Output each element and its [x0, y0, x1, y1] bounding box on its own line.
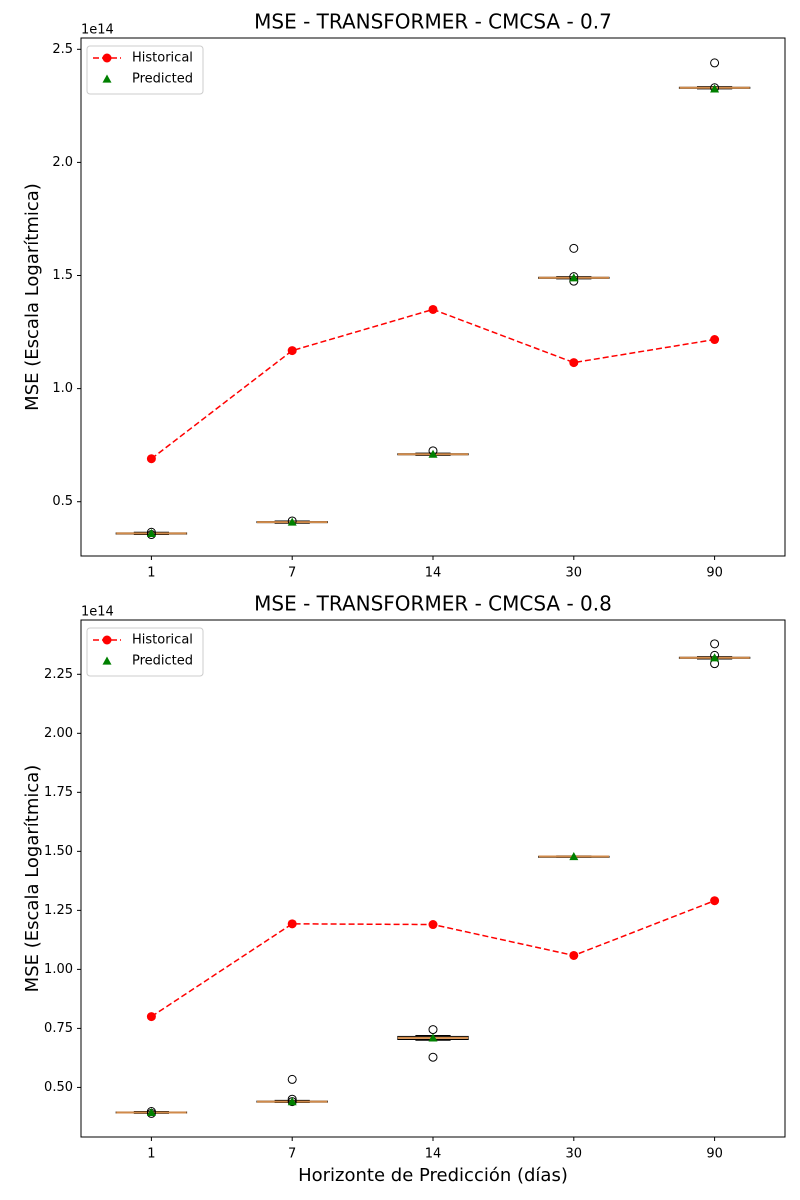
historical-point	[710, 335, 720, 345]
flier	[710, 639, 720, 649]
y-tick-label: 2.5	[52, 42, 73, 57]
offset-text: 1e14	[81, 605, 114, 620]
mean-marker	[287, 1097, 297, 1106]
historical-point	[287, 346, 297, 356]
flier	[710, 58, 720, 68]
mean-marker	[569, 273, 579, 282]
legend-label: Predicted	[132, 72, 193, 87]
x-tick-label: 30	[566, 566, 583, 581]
historical-point	[428, 920, 438, 930]
y-tick-label: 1.00	[44, 962, 73, 977]
y-tick-label: 2.00	[44, 726, 73, 741]
offset-text: 1e14	[81, 23, 114, 38]
subplot: MSE - TRANSFORMER - CMCSA - 0.7 1e14 MSE (…	[22, 10, 786, 581]
mean-marker	[146, 1107, 156, 1117]
mean-marker	[146, 528, 156, 537]
y-tick-label: 2.0	[52, 155, 73, 170]
legend-label: Historical	[132, 633, 193, 648]
y-tick-label: 0.50	[44, 1080, 73, 1095]
historical-line	[150, 308, 715, 460]
mean-marker	[287, 517, 297, 526]
y-axis-label: MSE (Escala Logarítmica)	[22, 765, 43, 993]
flier	[428, 1025, 438, 1035]
legend-label: Historical	[132, 51, 193, 66]
y-tick-label: 1.75	[44, 785, 73, 800]
y-tick-label: 0.75	[44, 1021, 73, 1036]
x-axis-label: Horizonte de Predicción (días)	[298, 1165, 568, 1186]
flier	[428, 1052, 438, 1062]
y-tick-label: 1.5	[52, 268, 73, 283]
chart-title: MSE - TRANSFORMER - CMCSA - 0.8	[254, 592, 612, 616]
y-tick-label: 1.50	[44, 844, 73, 859]
historical-point	[569, 358, 579, 368]
historical-point	[569, 950, 579, 960]
x-tick-label: 90	[706, 1147, 723, 1162]
plot-area	[80, 619, 786, 1138]
legend-marker	[102, 635, 112, 645]
subplot: MSE - TRANSFORMER - CMCSA - 0.8 1e14 MSE (…	[22, 592, 786, 1186]
legend-marker	[102, 74, 112, 83]
legend-label: Predicted	[132, 654, 193, 669]
y-tick-label: 0.5	[52, 494, 73, 509]
x-tick-label: 1	[147, 1147, 155, 1162]
plot-area	[80, 37, 786, 557]
mean-marker	[428, 1033, 438, 1042]
chart-title: MSE - TRANSFORMER - CMCSA - 0.7	[254, 10, 612, 34]
legend-marker	[102, 53, 112, 63]
x-tick-label: 7	[288, 1147, 296, 1162]
y-tick-label: 2.25	[44, 667, 73, 682]
mean-marker	[428, 449, 438, 458]
flier	[287, 1074, 297, 1084]
y-axis-label: MSE (Escala Logarítmica)	[22, 183, 43, 411]
mean-marker	[710, 84, 720, 93]
flier	[569, 243, 579, 253]
historical-point	[287, 919, 297, 929]
y-tick-label: 1.0	[52, 381, 73, 396]
y-tick-label: 1.25	[44, 903, 73, 918]
x-tick-label: 30	[566, 1147, 583, 1162]
x-tick-label: 14	[425, 1147, 442, 1162]
historical-point	[710, 896, 720, 906]
x-tick-label: 90	[706, 566, 723, 581]
historical-point	[146, 1012, 156, 1022]
legend-marker	[102, 656, 112, 665]
x-tick-label: 1	[147, 566, 155, 581]
x-tick-label: 7	[288, 566, 296, 581]
mean-marker	[569, 852, 579, 861]
x-tick-label: 14	[425, 566, 442, 581]
mean-marker	[710, 653, 720, 662]
historical-line	[150, 899, 715, 1018]
historical-point	[146, 454, 156, 464]
historical-point	[428, 304, 438, 314]
